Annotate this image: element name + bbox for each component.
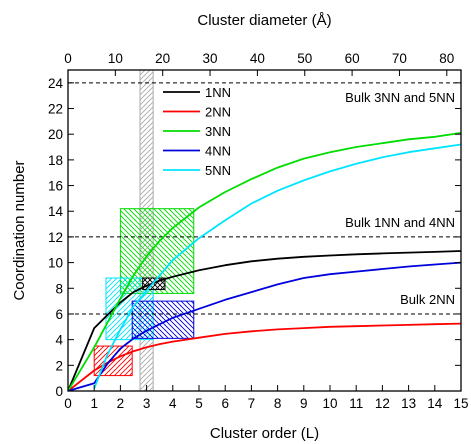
x2-axis-title: Cluster diameter (Å): [197, 12, 331, 29]
x2-tick-label: 60: [345, 51, 360, 66]
legend-label-3nn: 3NN: [205, 124, 231, 139]
legend-label-5nn: 5NN: [205, 163, 231, 178]
y-tick-label: 0: [55, 384, 63, 399]
series-line-1nn: [68, 250, 461, 391]
x-tick-label: 10: [322, 396, 337, 411]
x-tick-label: 6: [221, 396, 229, 411]
y-tick-label: 14: [48, 204, 64, 219]
y-tick-label: 4: [55, 333, 63, 348]
x2-tick-label: 40: [250, 51, 265, 66]
y-tick-label: 22: [48, 102, 63, 117]
axis-ticks: [67, 70, 462, 392]
x-tick-label: 13: [401, 396, 416, 411]
series-line-4nn: [68, 261, 461, 391]
x-tick-label: 8: [274, 396, 282, 411]
x-tick-label: 0: [64, 396, 72, 411]
legend: 1NN 2NN 3NN 4NN 5NN: [163, 85, 231, 178]
legend-label-2nn: 2NN: [205, 105, 231, 120]
y-tick-label: 12: [48, 230, 63, 245]
reference-label-2: Bulk 2NN: [400, 292, 455, 307]
reference-label-0: Bulk 3NN and 5NN: [345, 90, 455, 105]
x2-tick-label: 20: [155, 51, 170, 66]
x-tick-label: 3: [143, 396, 151, 411]
hatched-regions: [93, 70, 195, 391]
x-tick-label: 5: [195, 396, 203, 411]
plot-frame: [67, 69, 462, 392]
x-tick-label: 11: [349, 396, 363, 411]
y-tick-label: 20: [48, 127, 63, 142]
series-line-5nn: [93, 143, 461, 389]
y-axis-title: Coordination number: [11, 160, 28, 300]
y-tick-label: 24: [48, 76, 64, 91]
reference-lines: Bulk 3NN and 5NN Bulk 1NN and 4NN Bulk 2NN: [68, 82, 461, 315]
x-tick-label: 9: [300, 396, 308, 411]
series-lines: [68, 132, 461, 391]
y-tick-label: 6: [55, 307, 63, 322]
legend-label-4nn: 4NN: [205, 144, 231, 159]
x-tick-label: 12: [375, 396, 390, 411]
x-tick-label: 7: [248, 396, 256, 411]
x2-tick-label: 70: [392, 51, 407, 66]
series-line-2nn: [68, 322, 461, 391]
x2-tick-label: 10: [108, 51, 123, 66]
x-tick-label: 4: [169, 396, 177, 411]
legend-label-1nn: 1NN: [205, 85, 231, 100]
x2-tick-label: 50: [297, 51, 312, 66]
x-tick-label: 2: [117, 396, 125, 411]
x-tick-label: 14: [427, 396, 443, 411]
reference-label-1: Bulk 1NN and 4NN: [345, 215, 455, 230]
y-tick-label: 18: [48, 153, 63, 168]
y-tick-label: 2: [55, 358, 63, 373]
x2-tick-label: 80: [439, 51, 454, 66]
x2-tick-label: 0: [64, 51, 72, 66]
x-tick-label: 1: [90, 396, 98, 411]
series-line-3nn: [68, 132, 461, 391]
x2-tick-label: 30: [203, 51, 218, 66]
y-tick-label: 16: [48, 179, 63, 194]
tick-labels: 0 1 2 3 4 5 6 7 8 9 10 11 12 13 14 15024681012141618202…: [48, 51, 469, 411]
y-tick-label: 8: [55, 281, 63, 296]
x-tick-label: 15: [453, 396, 468, 411]
y-tick-label: 10: [48, 256, 63, 271]
x-axis-title: Cluster order (L): [210, 425, 319, 442]
